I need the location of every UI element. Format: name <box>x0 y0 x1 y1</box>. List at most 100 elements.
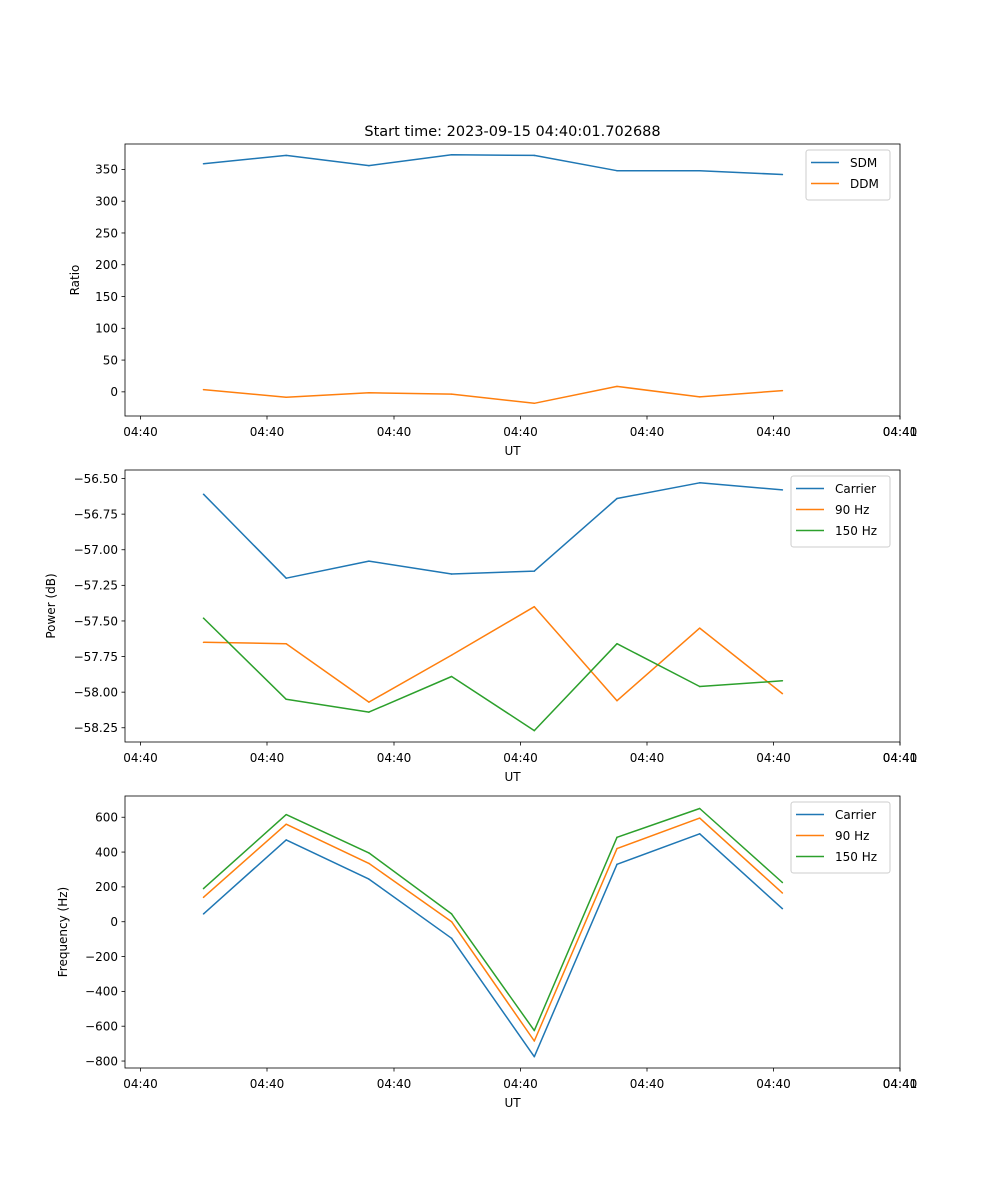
x-tick-label: 04:40 <box>756 751 791 765</box>
data-point <box>450 913 453 915</box>
data-point <box>698 482 701 484</box>
y-tick-label: 350 <box>95 163 118 177</box>
series-line-carrier <box>202 833 783 1058</box>
data-point <box>285 577 287 579</box>
data-point <box>781 489 784 491</box>
data-point <box>616 642 618 645</box>
legend-box <box>805 149 891 201</box>
x-tick-label: 04:40 <box>630 1077 665 1091</box>
y-axis-label: Frequency (Hz) <box>56 887 70 978</box>
y-tick-label: −400 <box>85 985 118 999</box>
data-point <box>202 887 205 890</box>
y-tick-label: −58.25 <box>74 721 118 735</box>
y-tick-label: −600 <box>85 1020 118 1034</box>
x-tick-label: 04:40 <box>250 425 285 439</box>
x-tick-label: 04:40 <box>883 425 918 439</box>
data-point <box>781 389 784 392</box>
y-tick-label: 0 <box>110 385 118 399</box>
data-point <box>368 862 370 865</box>
y-tick-label: 100 <box>95 322 118 336</box>
x-tick-label: 04:40 <box>123 425 158 439</box>
data-point <box>533 154 536 157</box>
series-line-ddm <box>203 385 783 405</box>
x-axis-label: UT <box>504 444 521 458</box>
x-tick-label: 04:40 <box>630 751 665 765</box>
plot-frame <box>124 143 901 417</box>
data-point <box>533 1055 536 1058</box>
data-point <box>450 654 453 656</box>
legend-label: 90 Hz <box>835 503 869 517</box>
legend-label: Carrier <box>835 482 876 496</box>
y-tick-label: 200 <box>95 880 118 894</box>
series-line-carrier <box>202 482 783 579</box>
data-point <box>698 396 701 398</box>
y-tick-label: 600 <box>95 811 118 825</box>
legend-label: DDM <box>850 177 879 191</box>
series-line-sdm <box>203 154 783 176</box>
data-point <box>285 698 287 701</box>
x-tick-label: 04:41 <box>883 751 918 765</box>
series-line-90-hz <box>203 605 783 703</box>
data-point <box>533 570 536 572</box>
data-point <box>698 833 701 835</box>
data-point <box>285 154 287 157</box>
series-line-90-hz <box>203 817 783 1042</box>
data-point <box>616 847 618 850</box>
y-tick-label: −57.75 <box>74 650 118 664</box>
x-tick-label: 04:40 <box>756 425 791 439</box>
legend-box <box>790 801 891 874</box>
data-point <box>368 701 370 703</box>
y-tick-label: 0 <box>110 915 118 929</box>
data-point <box>698 807 701 810</box>
data-point <box>202 493 205 495</box>
power-panel: 04:40 04:40 04:40 04:40 04:40 04:40 04:4004:41… <box>44 469 918 784</box>
y-axis-label: Ratio <box>68 265 82 296</box>
data-point <box>285 642 287 645</box>
data-point <box>450 573 453 575</box>
data-point <box>781 680 784 682</box>
y-tick-label: −56.75 <box>74 507 118 521</box>
y-tick-label: −57.50 <box>74 614 118 628</box>
data-point <box>285 823 287 825</box>
data-point <box>202 913 205 915</box>
legend-label: 150 Hz <box>835 524 877 538</box>
data-point <box>202 896 205 899</box>
x-tick-label: 04:40 <box>503 1077 538 1091</box>
y-tick-label: −56.50 <box>74 472 118 486</box>
frequency-panel: 04:40 04:40 04:40 04:40 04:40 04:40 04:4004:41… <box>56 795 918 1110</box>
data-point <box>202 641 205 644</box>
x-tick-label: 04:41 <box>883 1077 918 1091</box>
y-tick-label: 50 <box>103 353 118 367</box>
y-tick-label: −800 <box>85 1054 118 1068</box>
data-point <box>368 852 370 854</box>
data-point <box>616 836 618 839</box>
legend-label: SDM <box>850 156 877 170</box>
y-tick-label: 150 <box>95 290 118 304</box>
y-axis-label: Power (dB) <box>44 573 58 638</box>
data-point <box>781 892 784 894</box>
x-tick-label: 04:40 <box>123 751 158 765</box>
data-point <box>698 169 701 172</box>
x-tick-label: 04:40 <box>756 1077 791 1091</box>
data-point <box>698 627 701 629</box>
legend-box <box>790 475 891 548</box>
data-point <box>533 402 536 405</box>
data-point <box>450 920 453 923</box>
data-point <box>368 878 370 880</box>
x-tick-label: 04:40 <box>377 425 412 439</box>
x-tick-label: 04:41 <box>883 425 918 439</box>
data-point <box>368 711 370 713</box>
x-tick-label: 04:40 <box>123 1077 158 1091</box>
series-line-150-hz <box>202 807 783 1032</box>
x-axis-label: UT <box>504 770 521 784</box>
y-tick-label: −57.25 <box>74 579 118 593</box>
data-point <box>533 1029 536 1032</box>
x-tick-label: 04:40 <box>250 1077 285 1091</box>
data-point <box>616 497 618 500</box>
data-point <box>781 881 784 884</box>
series-line-150-hz <box>202 617 783 732</box>
data-point <box>616 863 618 866</box>
data-point <box>533 605 536 608</box>
data-point <box>285 396 287 399</box>
